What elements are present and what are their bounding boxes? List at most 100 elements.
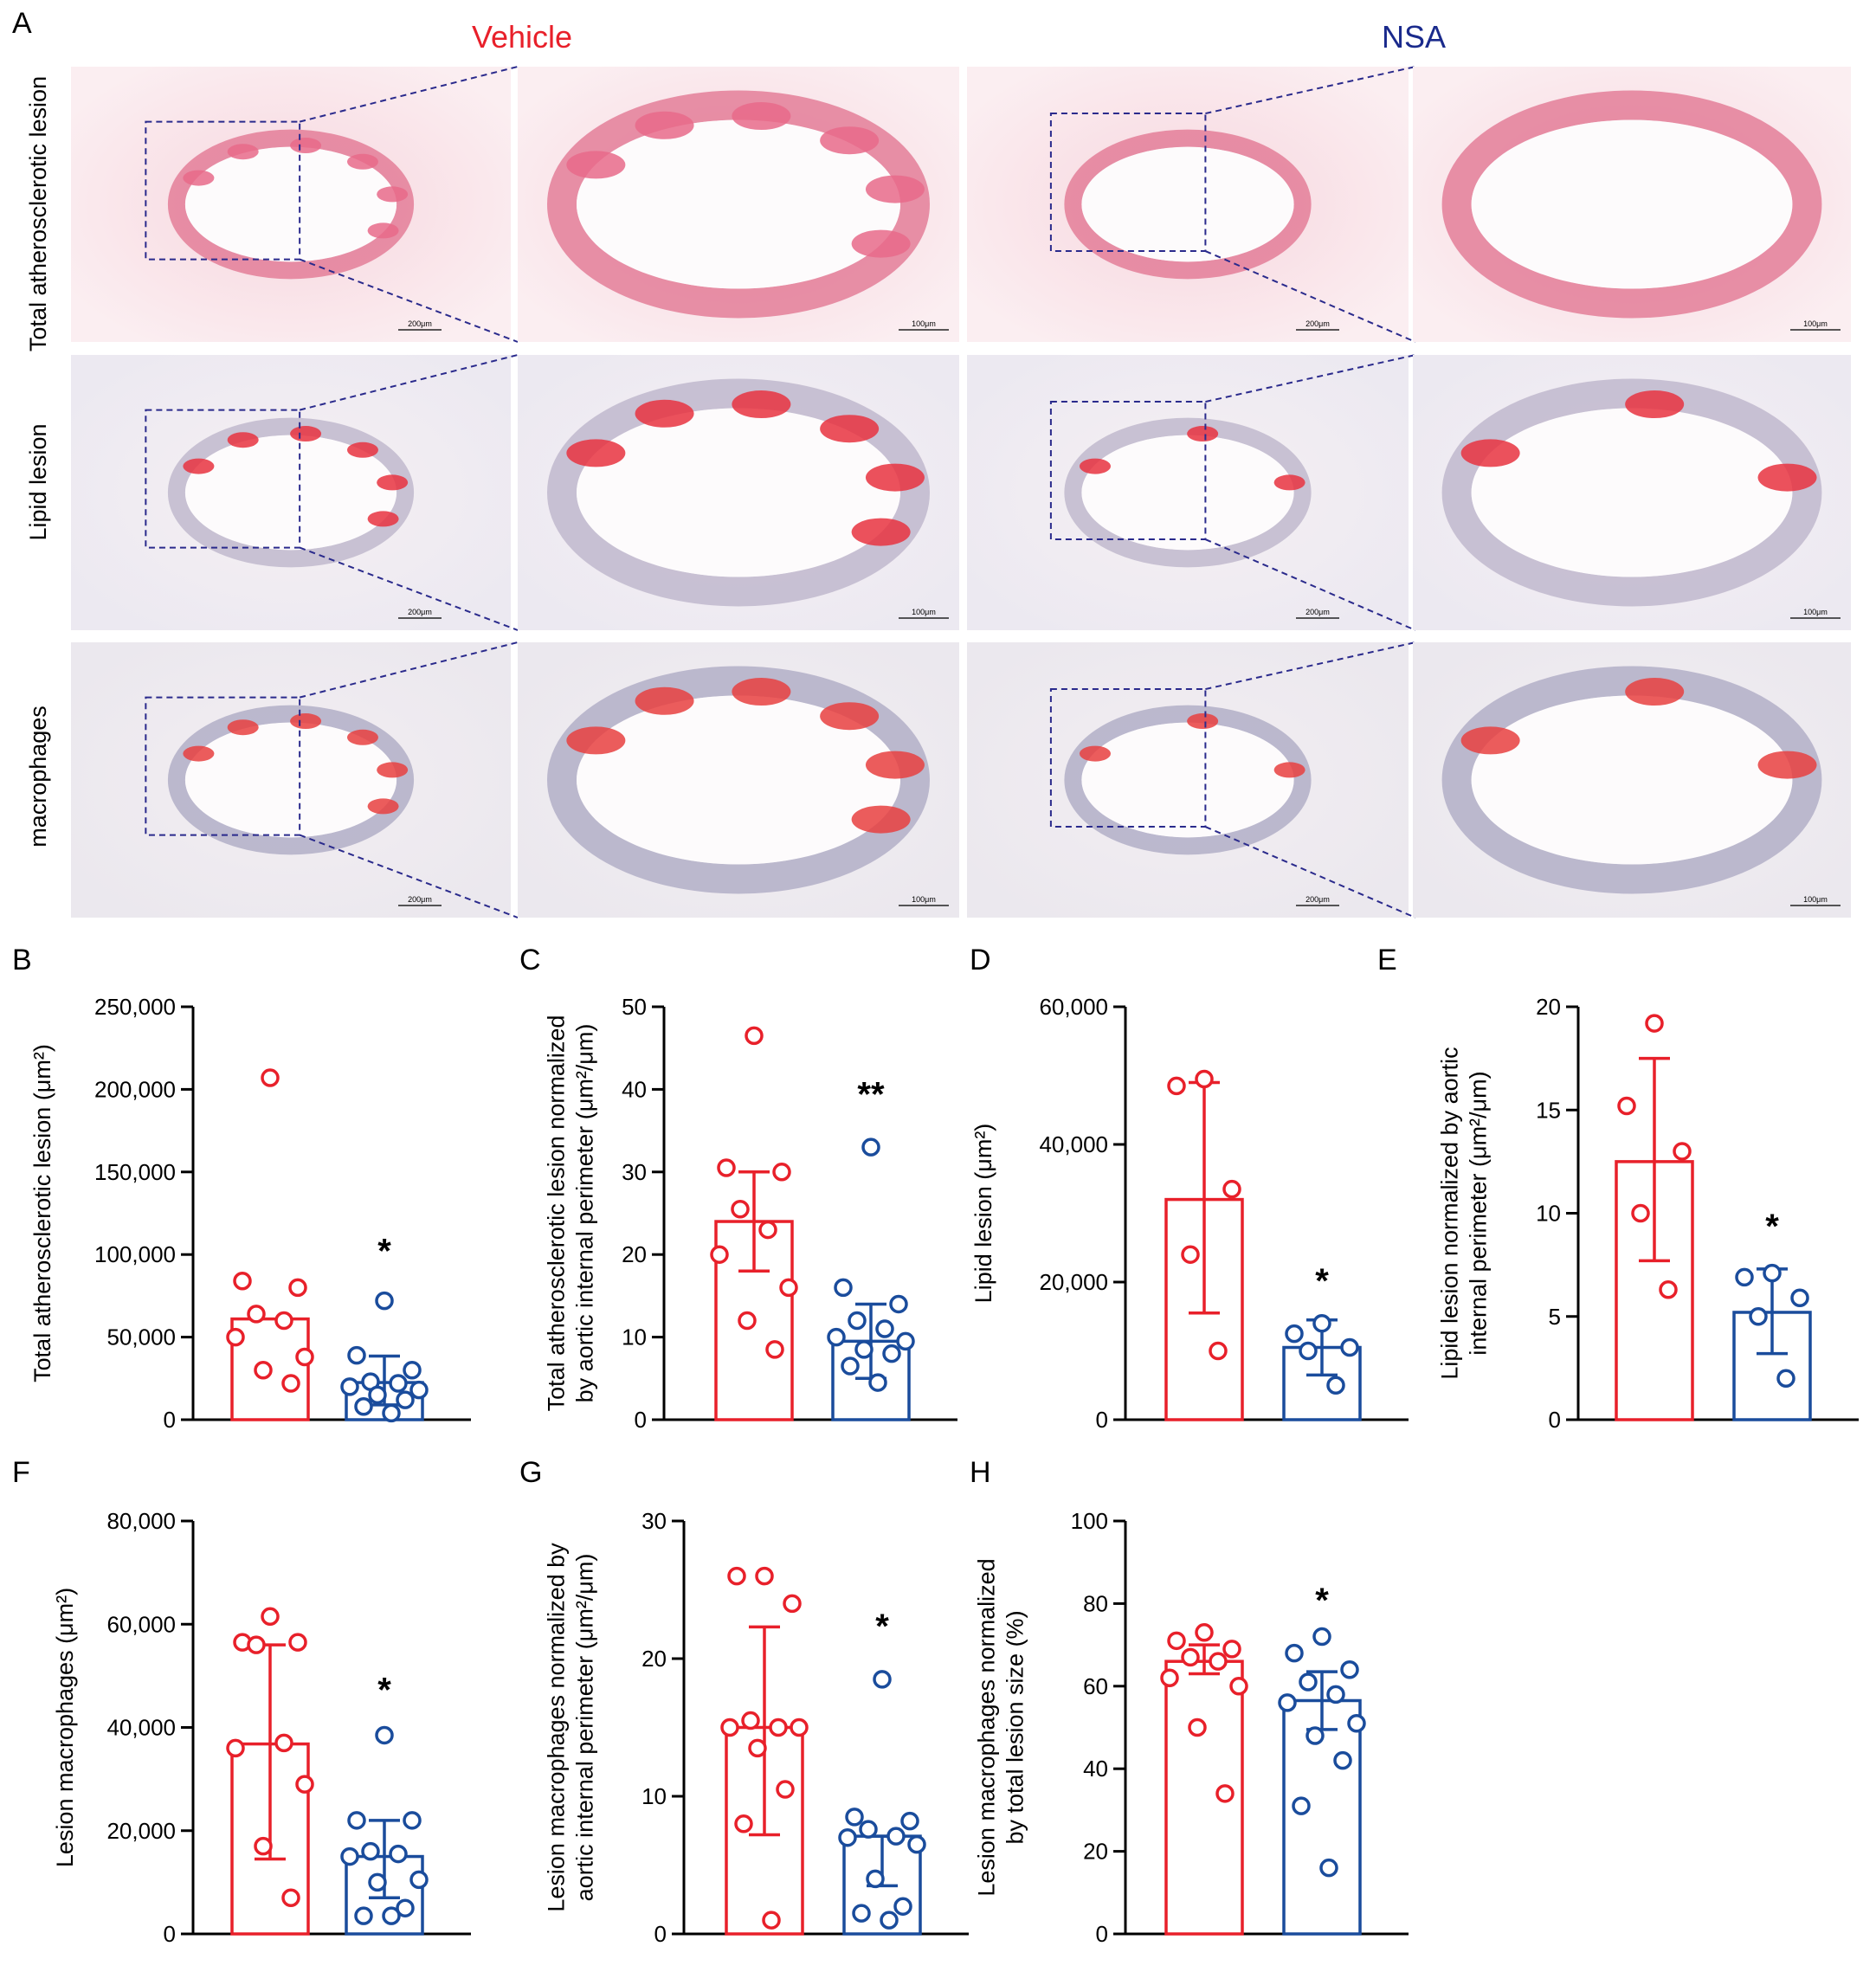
panel-letter-h: H — [970, 1456, 991, 1489]
y-tick-label: 20 — [1083, 1839, 1108, 1865]
data-point-vehicle — [1229, 1677, 1248, 1696]
significance-marker: * — [377, 1233, 391, 1271]
data-point-nsa — [396, 1390, 415, 1409]
chart-panel-c: C 0 10 20 30 40 50 Total atherosclerotic lesion… — [519, 944, 957, 1433]
data-point-nsa — [409, 1870, 429, 1890]
vessel-wall — [1064, 417, 1312, 568]
data-point-nsa — [382, 1403, 401, 1423]
data-point-vehicle — [274, 1311, 293, 1331]
lesion-deposit — [227, 719, 259, 736]
data-point-nsa — [375, 1725, 394, 1745]
y-tick-label: 20,000 — [106, 1818, 176, 1844]
data-point-vehicle — [274, 1733, 293, 1753]
zoom-connector — [299, 258, 519, 343]
significance-marker: * — [377, 1672, 391, 1710]
data-point-vehicle — [1188, 1717, 1207, 1737]
data-point-vehicle — [1209, 1652, 1228, 1671]
zoom-connector — [299, 546, 519, 631]
data-point-nsa — [880, 1911, 899, 1930]
data-point-nsa — [1305, 1726, 1325, 1745]
data-point-nsa — [354, 1906, 373, 1925]
data-point-nsa — [845, 1808, 864, 1827]
data-point-nsa — [1749, 1307, 1768, 1326]
data-point-nsa — [368, 1872, 387, 1892]
zoom-region-box — [145, 696, 301, 836]
data-point-vehicle — [734, 1814, 753, 1833]
lesion-deposit — [290, 426, 322, 442]
lesion-deposit — [635, 111, 694, 139]
data-point-vehicle — [1209, 1341, 1228, 1361]
row-label-total-lesion: Total atherosclerotic lesion — [25, 76, 51, 351]
panel-letter-d: D — [970, 944, 991, 976]
y-tick-label: 60,000 — [1039, 994, 1108, 1020]
y-tick-label: 0 — [164, 1921, 176, 1947]
zoom-connector — [1205, 66, 1416, 115]
group-label-nsa: NSA — [1382, 19, 1446, 55]
data-point-vehicle — [758, 1220, 777, 1240]
data-point-nsa — [403, 1361, 422, 1380]
data-point-nsa — [882, 1344, 901, 1363]
lesion-deposit — [851, 805, 911, 834]
data-point-vehicle — [247, 1635, 266, 1654]
vessel-wall — [547, 90, 930, 319]
y-axis-label: Lesion macrophages normalized by — [544, 1543, 570, 1912]
lesion-deposit — [227, 432, 259, 448]
data-point-vehicle — [745, 1026, 764, 1046]
y-tick-label: 0 — [164, 1407, 176, 1433]
significance-marker: ** — [857, 1075, 885, 1113]
histology-grid: 200μm 100μm 200μm 100μm 200μm 100μm 200μm 100μm… — [71, 66, 1851, 918]
lesion-deposit — [1187, 426, 1219, 442]
lesion-deposit — [1079, 458, 1111, 474]
chart-panel-d: D 0 20,000 40,000 60,000 Lipid lesion (μm²) * — [970, 944, 1409, 1433]
vessel-wall — [167, 705, 415, 855]
data-point-vehicle — [710, 1245, 729, 1264]
lesion-deposit — [290, 138, 322, 154]
data-point-nsa — [1319, 1858, 1338, 1878]
vessel-wall — [167, 129, 415, 280]
data-point-nsa — [1278, 1693, 1297, 1712]
y-tick-label: 250,000 — [94, 994, 176, 1020]
data-point-vehicle — [254, 1836, 273, 1856]
lesion-deposit — [227, 144, 259, 160]
lesion-deposit — [865, 175, 925, 203]
bar-vehicle — [230, 1317, 310, 1421]
lesion-deposit — [635, 686, 694, 715]
data-point-vehicle — [731, 1199, 750, 1219]
data-point-vehicle — [1167, 1631, 1186, 1651]
data-point-nsa — [1292, 1796, 1311, 1815]
data-point-nsa — [875, 1319, 894, 1338]
data-point-nsa — [859, 1820, 878, 1839]
vessel-wall — [547, 378, 930, 607]
lesion-deposit — [367, 222, 399, 239]
data-point-nsa — [1776, 1369, 1795, 1389]
lesion-deposit — [1273, 474, 1305, 491]
y-tick-label: 40,000 — [106, 1715, 176, 1741]
scale-bar-label: 100μm — [1803, 319, 1828, 328]
data-point-vehicle — [717, 1158, 736, 1177]
data-point-vehicle — [762, 1911, 781, 1930]
vessel-lumen — [1081, 435, 1294, 551]
vessel-wall — [1064, 705, 1312, 855]
y-tick-label: 60,000 — [106, 1611, 176, 1637]
vessel-lumen — [1471, 695, 1793, 865]
zoom-connector — [1205, 641, 1416, 691]
y-axis-label: Lipid lesion (μm²) — [970, 1124, 996, 1304]
chart-panels: B 0 50,000 100,000 150,000 200,000 250,000 Tota… — [12, 944, 1859, 1947]
scale-bar-label: 200μm — [408, 319, 432, 328]
data-point-vehicle — [748, 1738, 767, 1758]
lesion-deposit — [1460, 439, 1520, 467]
data-point-nsa — [396, 1898, 415, 1917]
data-point-nsa — [340, 1846, 359, 1866]
y-axis-label: by total lesion size (%) — [1002, 1610, 1028, 1844]
lesion-deposit — [183, 458, 215, 474]
data-point-nsa — [854, 1340, 874, 1359]
y-axis-label: by aortic internal perimeter (μm²/μm) — [572, 1024, 598, 1403]
data-point-vehicle — [261, 1068, 280, 1087]
lesion-deposit — [1079, 745, 1111, 762]
micrograph-r2-c3: 200μm — [967, 354, 1416, 631]
y-tick-label: 0 — [1549, 1407, 1561, 1433]
data-point-nsa — [1333, 1750, 1352, 1770]
chart-panel-e: E 0 5 10 15 20 Lipid lesion normalized by aort… — [1377, 944, 1859, 1433]
data-point-vehicle — [261, 1607, 280, 1627]
y-tick-label: 20 — [641, 1646, 667, 1672]
